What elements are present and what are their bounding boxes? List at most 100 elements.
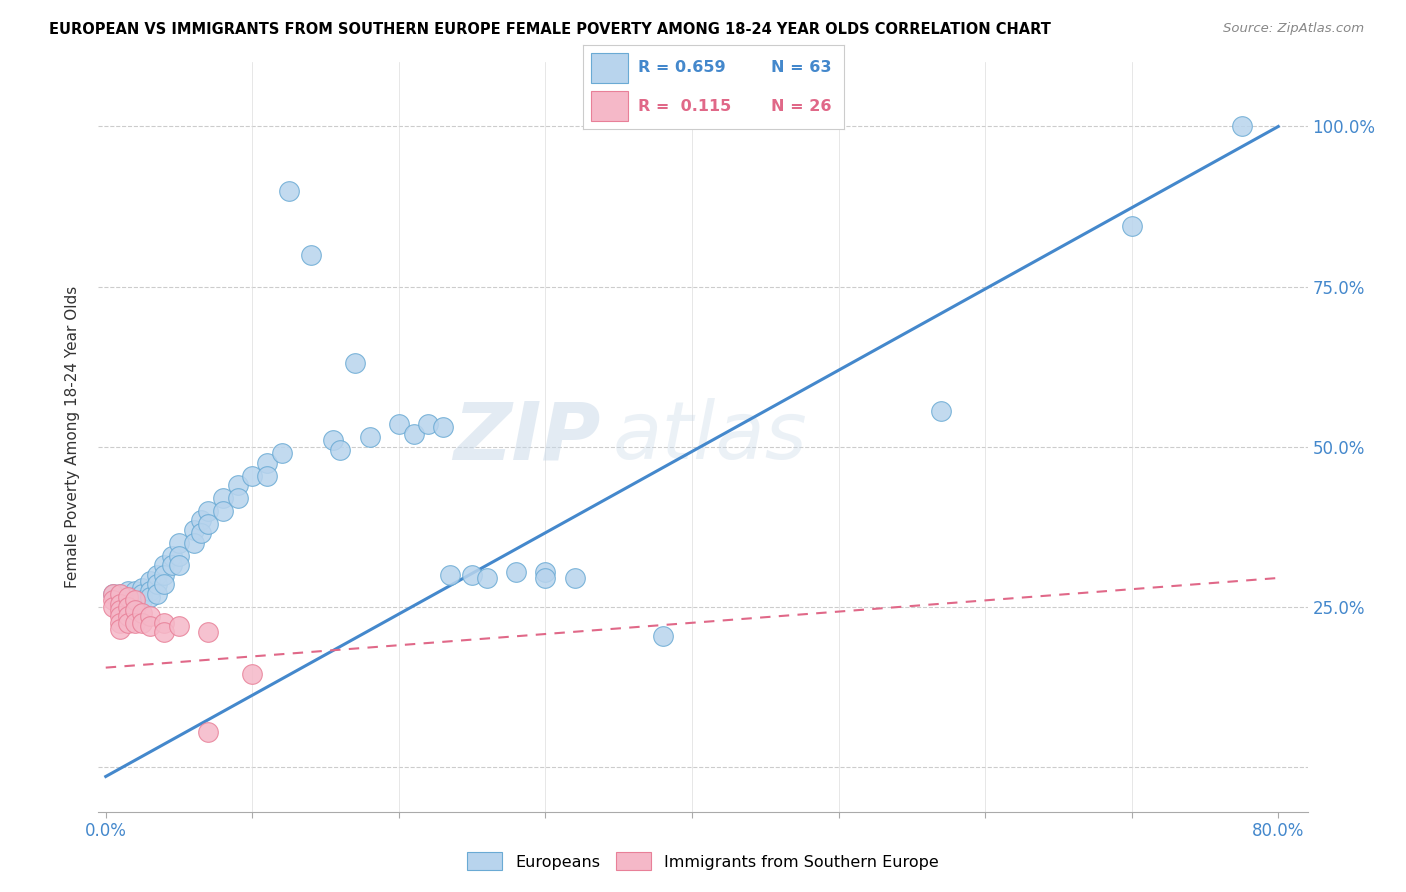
Bar <box>592 91 627 120</box>
Point <box>101 587 124 601</box>
Point <box>110 597 132 611</box>
Point <box>167 558 190 573</box>
Point <box>240 667 263 681</box>
Point <box>124 597 146 611</box>
Text: Source: ZipAtlas.com: Source: ZipAtlas.com <box>1223 22 1364 36</box>
Point <box>160 549 183 563</box>
Point <box>146 587 169 601</box>
Point <box>240 468 263 483</box>
Point <box>110 622 132 636</box>
Point <box>153 558 176 573</box>
Point <box>197 504 219 518</box>
Point <box>183 535 205 549</box>
Point <box>117 590 139 604</box>
Y-axis label: Female Poverty Among 18-24 Year Olds: Female Poverty Among 18-24 Year Olds <box>65 286 80 588</box>
Legend: Europeans, Immigrants from Southern Europe: Europeans, Immigrants from Southern Euro… <box>461 846 945 877</box>
Point <box>505 565 527 579</box>
Point <box>278 184 301 198</box>
Point <box>439 567 461 582</box>
Point <box>110 615 132 630</box>
Text: R =  0.115: R = 0.115 <box>638 98 731 113</box>
Point <box>138 590 160 604</box>
Point <box>1230 120 1253 134</box>
Point <box>256 468 278 483</box>
Point <box>110 587 132 601</box>
Point <box>101 593 124 607</box>
Point <box>153 577 176 591</box>
Point <box>138 583 160 598</box>
Bar <box>592 54 627 83</box>
Point <box>110 609 132 624</box>
Point <box>212 504 235 518</box>
Point <box>101 587 124 601</box>
Point <box>329 442 352 457</box>
Point <box>146 567 169 582</box>
Point <box>131 587 153 601</box>
Point <box>146 577 169 591</box>
Point <box>475 571 498 585</box>
Text: atlas: atlas <box>613 398 807 476</box>
Point <box>138 574 160 589</box>
Text: EUROPEAN VS IMMIGRANTS FROM SOUTHERN EUROPE FEMALE POVERTY AMONG 18-24 YEAR OLDS: EUROPEAN VS IMMIGRANTS FROM SOUTHERN EUR… <box>49 22 1052 37</box>
Point <box>167 535 190 549</box>
Point <box>388 417 411 432</box>
Point <box>110 587 132 601</box>
Point <box>197 724 219 739</box>
Point <box>534 565 557 579</box>
Point <box>299 247 322 261</box>
Point <box>153 567 176 582</box>
Point <box>131 581 153 595</box>
Point <box>124 583 146 598</box>
Point <box>212 491 235 505</box>
Point <box>117 609 139 624</box>
Point <box>124 603 146 617</box>
Point <box>226 478 249 492</box>
Point <box>564 571 586 585</box>
Point <box>117 583 139 598</box>
Point <box>402 426 425 441</box>
Point <box>418 417 440 432</box>
Point <box>117 597 139 611</box>
Text: ZIP: ZIP <box>453 398 600 476</box>
Point <box>929 404 952 418</box>
Text: R = 0.659: R = 0.659 <box>638 61 725 76</box>
Text: N = 63: N = 63 <box>770 61 831 76</box>
Text: N = 26: N = 26 <box>770 98 831 113</box>
Point <box>322 434 344 448</box>
Point <box>124 615 146 630</box>
Point <box>117 615 139 630</box>
Point <box>117 590 139 604</box>
Point <box>138 609 160 624</box>
Point <box>110 597 132 611</box>
Point <box>131 615 153 630</box>
Point <box>651 629 673 643</box>
Point <box>131 593 153 607</box>
Point <box>226 491 249 505</box>
Point <box>197 625 219 640</box>
Point <box>359 430 381 444</box>
Point <box>124 603 146 617</box>
Point <box>1121 219 1143 233</box>
Point <box>534 571 557 585</box>
Point <box>343 356 366 370</box>
Point <box>117 599 139 614</box>
Point <box>190 513 212 527</box>
Point <box>160 558 183 573</box>
Point <box>432 420 454 434</box>
Point <box>124 590 146 604</box>
Point <box>124 593 146 607</box>
Point <box>256 456 278 470</box>
Point <box>138 619 160 633</box>
Point <box>131 606 153 620</box>
Point <box>197 516 219 531</box>
Point <box>183 523 205 537</box>
Point <box>110 590 132 604</box>
Point <box>110 603 132 617</box>
Point <box>167 549 190 563</box>
Point <box>101 599 124 614</box>
Point <box>190 526 212 541</box>
Point <box>153 625 176 640</box>
Point <box>461 567 484 582</box>
Point <box>153 615 176 630</box>
Point <box>167 619 190 633</box>
